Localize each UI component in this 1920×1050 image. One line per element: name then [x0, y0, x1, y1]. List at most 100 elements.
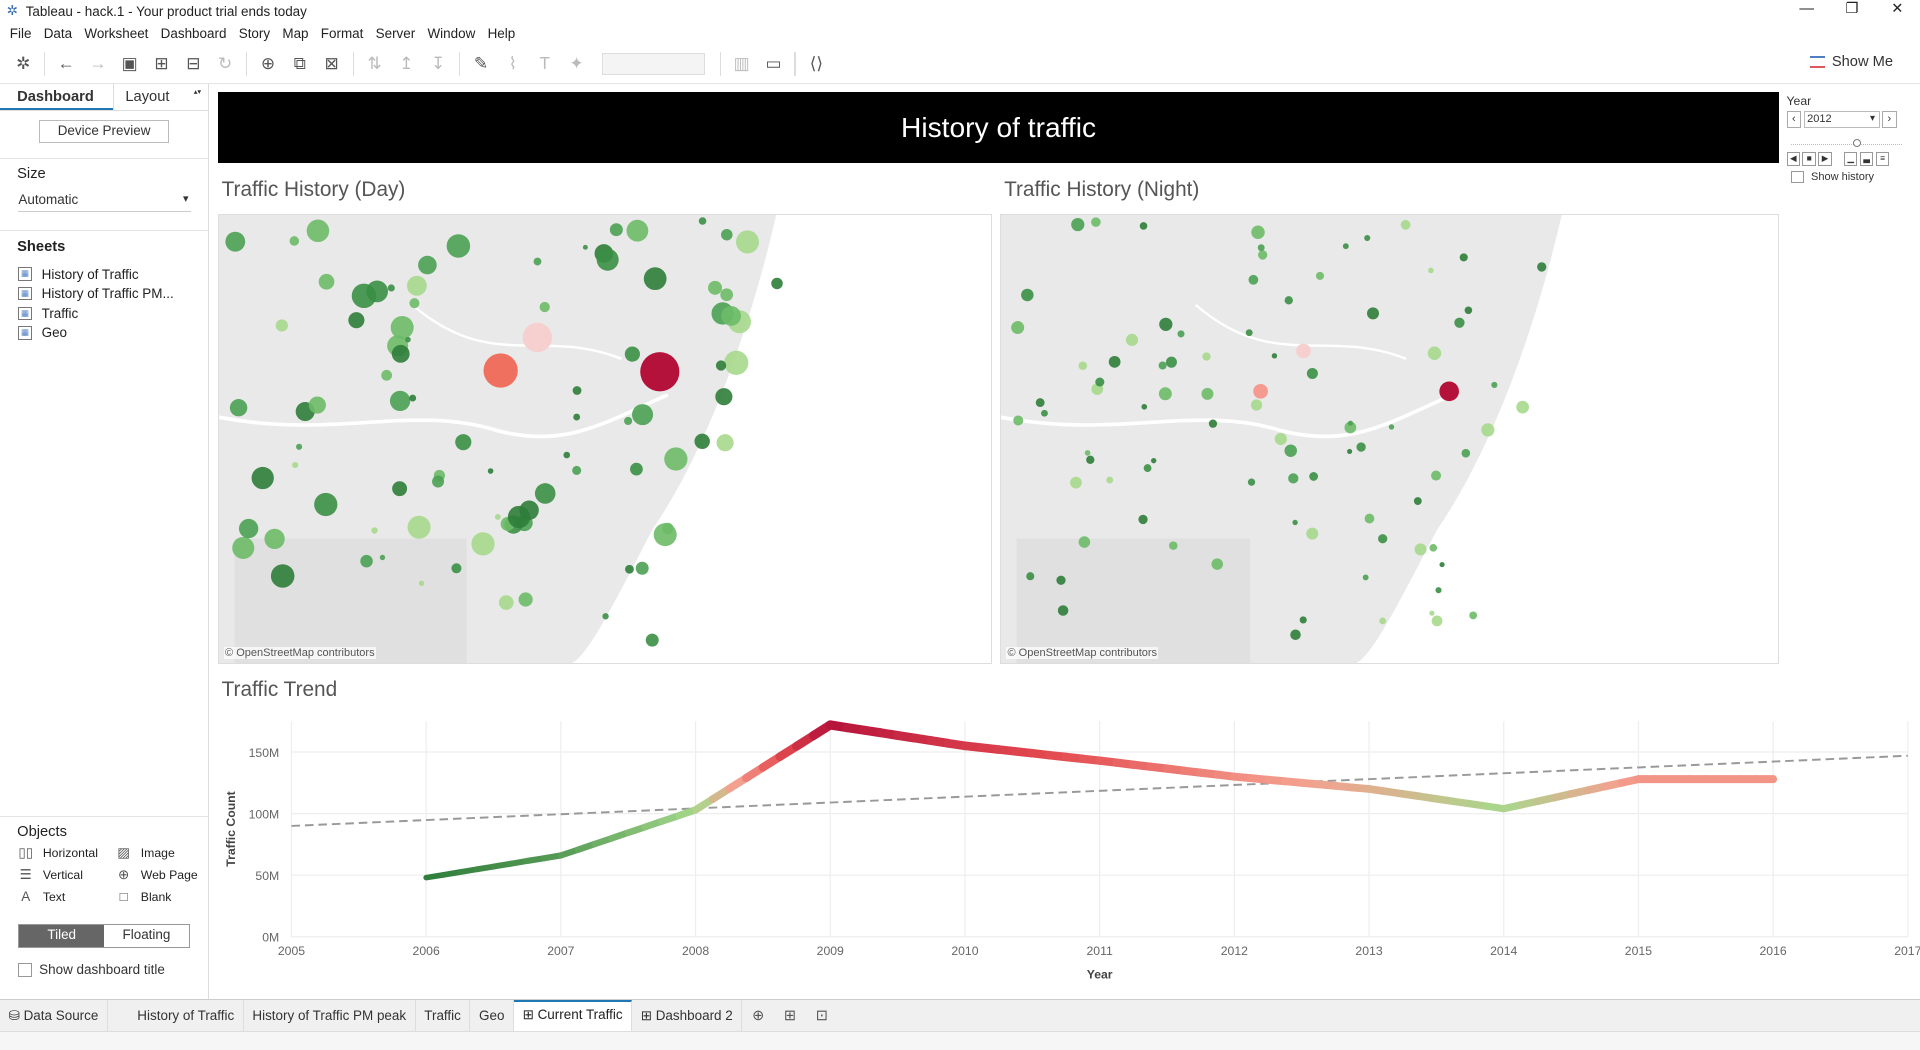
show-me-icon	[1809, 55, 1825, 68]
object-horizontal[interactable]: ▯▯ Horizontal	[18, 845, 116, 861]
group-members-icon[interactable]: ⌇	[508, 53, 518, 74]
vertical-container-icon: ☰	[19, 866, 32, 882]
tiled-button[interactable]: Tiled	[19, 925, 105, 947]
swap-rows-columns-icon[interactable]: ⇅	[367, 53, 382, 74]
chevron-right-icon[interactable]: ›	[1881, 110, 1897, 128]
tab-traffic[interactable]: Traffic	[416, 999, 471, 1032]
close-button[interactable]: ✕	[1891, 1, 1904, 17]
menu-worksheet[interactable]: Worksheet	[84, 25, 149, 41]
highlight-icon[interactable]: ✎	[473, 53, 489, 74]
save-icon[interactable]: ▣	[121, 53, 138, 74]
speed-fast-icon[interactable]: ≡	[1875, 152, 1890, 166]
speed-medium-icon[interactable]: ▃	[1859, 152, 1874, 166]
tab-layout[interactable]: Layout	[113, 84, 208, 111]
tab-label: Current Traffic	[537, 1006, 623, 1022]
object-text[interactable]: A Text	[18, 889, 116, 905]
map-marker	[1026, 572, 1035, 581]
sheet-item[interactable]: ▦ Traffic	[0, 303, 209, 323]
object-web-page[interactable]: ⊕ Web Page	[116, 867, 214, 883]
map-marker	[1138, 515, 1149, 525]
menu-window[interactable]: Window	[427, 25, 476, 41]
menu-map[interactable]: Map	[282, 25, 309, 41]
map-marker	[1272, 353, 1278, 359]
tab-dashboard-2[interactable]: ⊞ Dashboard 2	[632, 999, 743, 1032]
map-marker	[308, 396, 326, 414]
floating-button[interactable]: Floating	[122, 927, 171, 943]
menu-server[interactable]: Server	[375, 25, 416, 41]
object-image[interactable]: ▨ Image	[116, 845, 214, 861]
fix-axes-icon[interactable]: ✦	[569, 53, 584, 74]
tab-data-source[interactable]: ⛁ Data Source	[0, 999, 108, 1032]
traffic-trend-chart[interactable]: 2005 2006 2007 2008 2009 2010 2011 2012 2013 2014…	[218, 709, 1920, 991]
sort-descending-icon[interactable]: ↧	[431, 53, 446, 74]
map-credit[interactable]: © OpenStreetMap contributors	[223, 647, 376, 659]
menu-format[interactable]: Format	[320, 25, 364, 41]
tab-history-of-traffic[interactable]: History of Traffic	[108, 999, 244, 1032]
duplicate-sheet-icon[interactable]: ⧉	[293, 53, 306, 74]
tab-dashboard[interactable]: Dashboard	[0, 84, 114, 111]
show-cards-icon[interactable]: ▥	[733, 53, 750, 74]
year-slider[interactable]	[1791, 133, 1902, 148]
object-vertical[interactable]: ☰ Vertical	[18, 866, 116, 883]
redo-icon[interactable]: →	[89, 53, 107, 74]
refresh-icon[interactable]: ↻	[218, 53, 233, 74]
map-marker	[1021, 288, 1034, 302]
minimize-button[interactable]: —	[1799, 1, 1815, 17]
menu-story[interactable]: Story	[238, 25, 271, 41]
show-history-checkbox[interactable]: Show history	[1787, 170, 1916, 183]
play-forward-icon[interactable]: ▶	[1818, 152, 1832, 166]
device-preview-button[interactable]: Device Preview	[39, 119, 169, 144]
menu-dashboard[interactable]: Dashboard	[160, 25, 227, 41]
presentation-mode-icon[interactable]: ▭	[765, 53, 782, 74]
map-day-canvas[interactable]	[218, 215, 992, 663]
show-me-button[interactable]: Show Me	[1809, 54, 1893, 70]
tab-current-traffic[interactable]: ⊞ Current Traffic	[514, 999, 633, 1032]
tab-geo[interactable]: Geo	[470, 999, 515, 1032]
map-marker	[446, 234, 471, 259]
sheets-heading: Sheets	[17, 238, 66, 255]
chevron-left-icon[interactable]: ‹	[1786, 110, 1802, 128]
stop-icon[interactable]: ■	[1802, 152, 1816, 166]
checkbox-box	[18, 963, 32, 977]
sort-ascending-icon[interactable]: ↥	[399, 53, 414, 74]
size-dropdown[interactable]: Automatic	[18, 192, 191, 212]
new-worksheet-tab-icon[interactable]: ⊕	[752, 1008, 765, 1025]
new-data-source-icon[interactable]: ⊞	[154, 53, 169, 74]
new-dashboard-tab-icon[interactable]: ⊞	[783, 1008, 797, 1025]
year-dropdown[interactable]: 2012	[1803, 110, 1880, 128]
share-icon[interactable]: ⟨⟩	[809, 53, 824, 74]
map-marker	[270, 564, 295, 589]
show-mark-labels-icon[interactable]: T	[539, 53, 550, 74]
menu-data[interactable]: Data	[43, 25, 73, 41]
restore-button[interactable]: ❐	[1845, 1, 1859, 17]
map-marker	[698, 217, 707, 226]
map-hotspot	[522, 323, 553, 353]
show-dashboard-title-checkbox[interactable]: Show dashboard title	[0, 962, 165, 977]
sheet-item[interactable]: ▦ Geo	[0, 323, 209, 343]
undo-icon[interactable]: ←	[57, 53, 75, 74]
sheet-item[interactable]: ▦ History of Traffic	[0, 264, 209, 284]
sheet-tabs-bar: ⛁ Data Source History of Traffic History…	[0, 999, 1920, 1032]
trend-svg[interactable]: 2005 2006 2007 2008 2009 2010 2011 2012 2013 2014…	[218, 709, 1920, 991]
sheet-item[interactable]: ▦ History of Traffic PM...	[0, 284, 209, 304]
tableau-home-icon[interactable]: ✲	[16, 53, 31, 74]
clear-sheet-icon[interactable]: ⊠	[324, 53, 339, 74]
dashboard-canvas: History of traffic Traffic History (Day)…	[209, 84, 1920, 999]
tab-history-of-traffic-pm-peak[interactable]: History of Traffic PM peak	[244, 999, 416, 1032]
speed-slow-icon[interactable]: ▁	[1844, 152, 1858, 166]
new-worksheet-icon[interactable]: ⊕	[260, 53, 276, 74]
slider-knob[interactable]	[1852, 138, 1862, 148]
map-marker	[518, 592, 533, 607]
map-credit[interactable]: © OpenStreetMap contributors	[1006, 647, 1159, 659]
menu-help[interactable]: Help	[487, 25, 516, 41]
object-blank[interactable]: □ Blank	[116, 889, 214, 905]
map-night-canvas[interactable]	[1001, 215, 1779, 663]
fit-dropdown[interactable]	[602, 52, 706, 75]
play-backward-icon[interactable]: ◀	[1786, 152, 1800, 166]
pause-updates-icon[interactable]: ⊟	[186, 53, 201, 74]
map-day[interactable]: © OpenStreetMap contributors	[217, 214, 992, 664]
map-night[interactable]: © OpenStreetMap contributors	[1000, 214, 1780, 664]
map-marker	[1106, 476, 1114, 484]
new-story-tab-icon[interactable]: ⊡	[815, 1008, 829, 1025]
menu-file[interactable]: File	[9, 25, 32, 41]
